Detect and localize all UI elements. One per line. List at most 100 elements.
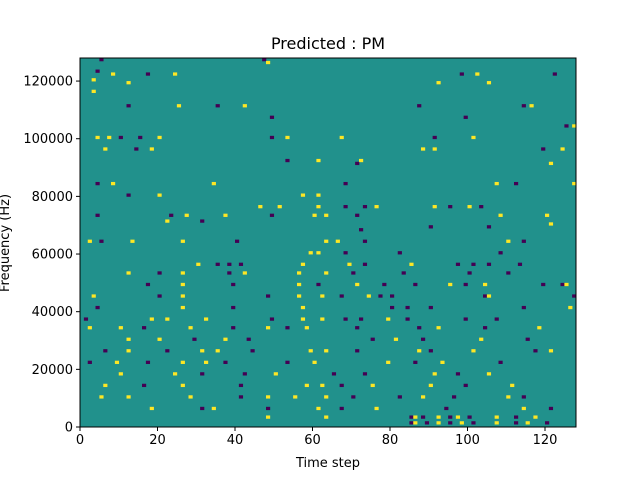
heatmap-cell — [200, 219, 205, 223]
heatmap-cell — [393, 337, 399, 341]
heatmap-cell — [479, 205, 484, 209]
heatmap-cell — [304, 383, 309, 388]
heatmap-cell — [157, 135, 162, 140]
heatmap-cell — [506, 271, 511, 275]
heatmap-cell — [242, 271, 247, 275]
heatmap-cell — [114, 360, 120, 364]
heatmap-cell — [409, 415, 414, 419]
heatmap-cell — [111, 72, 116, 76]
heatmap-cell — [432, 147, 437, 151]
heatmap-cell — [196, 262, 201, 266]
heatmap-cell — [262, 58, 267, 62]
heatmap-cell — [242, 372, 247, 376]
heatmap-cell — [324, 395, 329, 399]
heatmap-cell — [514, 181, 519, 186]
heatmap-cell — [409, 421, 414, 425]
heatmap-cell — [471, 262, 476, 266]
heatmap-cell — [95, 135, 100, 140]
heatmap-cell — [316, 406, 321, 411]
heatmap-cell — [467, 271, 472, 275]
heatmap-cell — [223, 213, 228, 217]
heatmap-cell — [421, 147, 426, 151]
heatmap-cell — [448, 415, 453, 419]
heatmap-cell — [300, 262, 306, 266]
heatmap-cell — [149, 406, 154, 411]
heatmap-cell — [548, 349, 554, 353]
heatmap-cell — [103, 383, 108, 388]
heatmap-cell — [417, 326, 422, 330]
heatmap-cell — [173, 72, 178, 76]
heatmap-cell — [157, 294, 162, 298]
heatmap-cell — [324, 239, 329, 243]
heatmap-cell — [362, 239, 368, 243]
heatmap-cell — [227, 262, 232, 266]
heatmap-cell — [471, 421, 476, 425]
heatmap-cell — [173, 372, 178, 376]
heatmap-cell — [266, 326, 271, 330]
heatmap-cell — [455, 415, 461, 419]
y-axis: 0 20000 40000 60000 80000 100000 120000 — [23, 75, 80, 436]
heatmap-cell — [180, 294, 185, 298]
heatmap-cell — [440, 360, 445, 364]
heatmap-cell — [316, 282, 321, 287]
heatmap-cell — [452, 395, 457, 399]
heatmap-cell — [359, 158, 364, 163]
heatmap-cell — [266, 60, 271, 65]
heatmap-cell — [370, 383, 375, 388]
heatmap-cell — [308, 349, 313, 353]
chart-title: Predicted : PM — [271, 34, 385, 53]
heatmap-cell — [405, 317, 410, 321]
heatmap-cell — [118, 326, 123, 330]
x-tick-label: 80 — [382, 433, 399, 448]
heatmap-cell — [293, 395, 298, 399]
heatmap-cell — [421, 337, 426, 341]
heatmap-cell — [436, 415, 441, 419]
heatmap-cell — [312, 360, 317, 364]
heatmap-cell — [223, 337, 228, 341]
heatmap-cell — [87, 360, 92, 364]
heatmap-cell — [83, 317, 89, 321]
heatmap-cell — [343, 251, 348, 255]
x-tick-label: 20 — [149, 433, 166, 448]
heatmap-cell — [370, 337, 375, 341]
heatmap-cell — [320, 294, 325, 298]
heatmap-cell — [362, 372, 368, 376]
y-tick-label: 80000 — [32, 190, 73, 205]
heatmap-cell — [266, 395, 271, 399]
heatmap-cell — [180, 271, 185, 275]
heatmap-cell — [413, 360, 418, 364]
heatmap-cell — [436, 81, 441, 85]
heatmap-cell — [455, 372, 461, 376]
heatmap-cell — [215, 262, 220, 266]
heatmap-cell — [238, 383, 244, 388]
heatmap-cell — [506, 395, 511, 399]
heatmap-cell — [130, 239, 135, 243]
heatmap-cell — [204, 317, 209, 321]
heatmap-cell — [366, 294, 371, 298]
heatmap-cell — [374, 406, 379, 411]
heatmap-cell — [436, 421, 441, 425]
heatmap-cell — [572, 181, 577, 186]
heatmap-cell — [335, 239, 340, 243]
heatmap-cell — [514, 415, 519, 419]
heatmap-cell — [297, 294, 302, 298]
heatmap-cell — [479, 337, 484, 341]
heatmap-cell — [421, 415, 426, 419]
heatmap-cell — [378, 294, 383, 298]
heatmap-cell — [525, 421, 530, 425]
heatmap-cell — [235, 239, 240, 243]
heatmap-cell — [316, 251, 321, 255]
heatmap-cell — [188, 395, 193, 399]
x-tick-label: 0 — [76, 433, 84, 448]
heatmap-cell — [533, 415, 538, 419]
heatmap-cell — [238, 395, 244, 399]
heatmap-cell — [266, 415, 271, 419]
heatmap-cell — [149, 317, 154, 321]
heatmap-cell — [266, 294, 271, 298]
heatmap-cell — [355, 349, 360, 353]
heatmap-cell — [548, 406, 554, 411]
heatmap-cell — [211, 406, 216, 411]
heatmap-cell — [176, 104, 182, 108]
heatmap-cell — [269, 135, 275, 140]
